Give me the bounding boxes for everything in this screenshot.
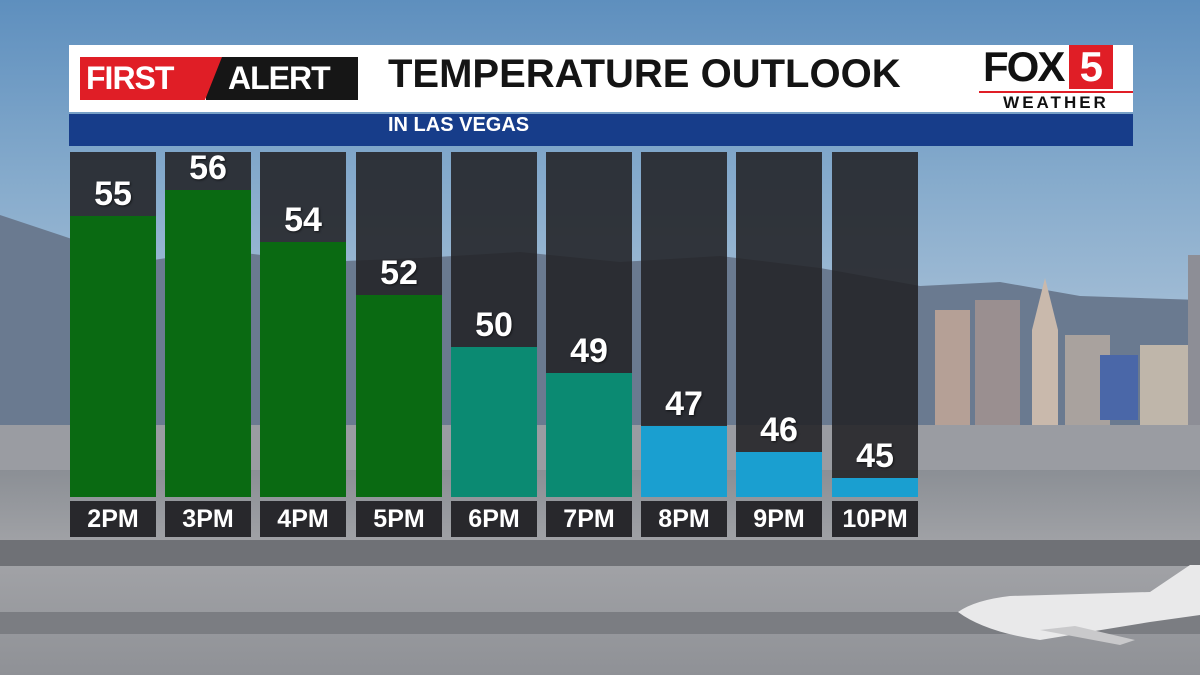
bar-value-label: 47 (665, 385, 703, 423)
temperature-bar (165, 190, 251, 497)
logo-fox-text: FOX (983, 43, 1065, 90)
subtitle-bar (69, 114, 1133, 146)
category-label: 3PM (165, 501, 251, 537)
category-label: 7PM (546, 501, 632, 537)
page-title: TEMPERATURE OUTLOOK (388, 52, 901, 96)
category-label: 10PM (832, 501, 918, 537)
temperature-bar (546, 373, 632, 497)
jet (958, 565, 1200, 640)
building (1140, 345, 1190, 430)
logo-number: 5 (1069, 45, 1114, 89)
bar-value-label: 50 (475, 306, 513, 344)
bar-column-bg (832, 152, 918, 497)
page-subtitle: IN LAS VEGAS (388, 114, 530, 136)
bar-value-label: 45 (856, 437, 894, 475)
bar-value-label: 54 (284, 201, 322, 239)
bar-column-bg (736, 152, 822, 497)
building (1032, 278, 1058, 430)
bar-value-label: 46 (760, 411, 798, 449)
category-label: 6PM (451, 501, 537, 537)
bar-value-label: 55 (94, 175, 132, 213)
temperature-bar (736, 452, 822, 497)
category-label: 4PM (260, 501, 346, 537)
bar-value-label: 49 (570, 332, 608, 370)
first-alert-badge: FIRST ALERT (80, 57, 358, 100)
temperature-bar (641, 426, 727, 497)
temperature-bar (356, 295, 442, 497)
logo-weather-text: WEATHER (979, 91, 1133, 113)
building (1188, 255, 1200, 430)
temperature-bar (70, 216, 156, 497)
runway (0, 540, 1200, 566)
first-alert-alert-text: ALERT (206, 57, 358, 100)
category-label: 5PM (356, 501, 442, 537)
temperature-bar (451, 347, 537, 497)
category-label: 2PM (70, 501, 156, 537)
temperature-bar (832, 478, 918, 497)
building (975, 300, 1020, 430)
first-alert-first-text: FIRST (80, 57, 222, 100)
temperature-bar (260, 242, 346, 497)
bar-value-label: 52 (380, 254, 418, 292)
building (935, 310, 970, 430)
category-label: 9PM (736, 501, 822, 537)
bar-value-label: 56 (189, 149, 227, 187)
billboard (1100, 355, 1138, 420)
fox5-weather-logo: FOX 5 WEATHER (979, 45, 1133, 113)
category-label: 8PM (641, 501, 727, 537)
runway (0, 612, 1200, 634)
